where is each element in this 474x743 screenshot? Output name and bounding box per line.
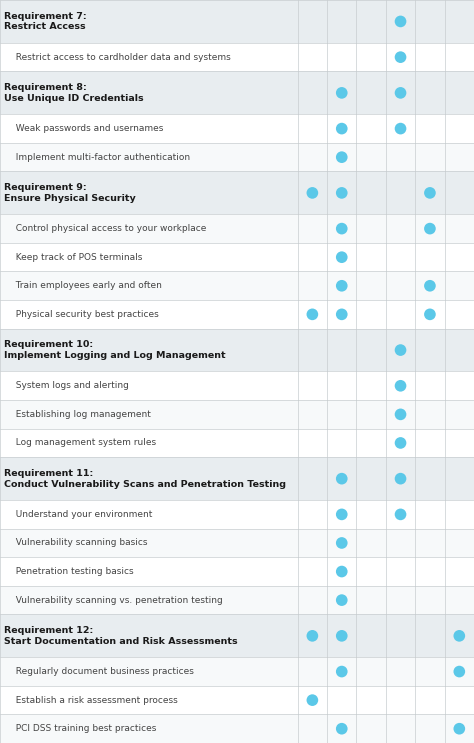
Ellipse shape: [336, 666, 347, 678]
Text: PCI DSS training best practices: PCI DSS training best practices: [10, 724, 157, 733]
Text: Physical security best practices: Physical security best practices: [10, 310, 159, 319]
Bar: [0, 429, 474, 457]
Ellipse shape: [336, 223, 347, 235]
Ellipse shape: [336, 508, 347, 520]
Text: Requirement 8:
Use Unique ID Credentials: Requirement 8: Use Unique ID Credentials: [4, 83, 144, 103]
Text: Keep track of POS terminals: Keep track of POS terminals: [10, 253, 143, 262]
Text: Requirement 11:
Conduct Vulnerability Scans and Penetration Testing: Requirement 11: Conduct Vulnerability Sc…: [4, 469, 286, 489]
Bar: [0, 243, 474, 271]
Bar: [0, 529, 474, 557]
Text: Control physical access to your workplace: Control physical access to your workplac…: [10, 224, 207, 233]
Bar: [0, 614, 474, 658]
Ellipse shape: [307, 308, 318, 320]
Ellipse shape: [336, 152, 347, 163]
Bar: [0, 715, 474, 743]
Ellipse shape: [395, 16, 406, 27]
Ellipse shape: [336, 87, 347, 99]
Ellipse shape: [336, 537, 347, 549]
Bar: [0, 557, 474, 585]
Bar: [0, 300, 474, 328]
Text: Weak passwords and usernames: Weak passwords and usernames: [10, 124, 164, 133]
Text: Implement multi-factor authentication: Implement multi-factor authentication: [10, 152, 191, 162]
Ellipse shape: [424, 280, 436, 291]
Bar: [0, 585, 474, 614]
Ellipse shape: [395, 87, 406, 99]
Ellipse shape: [336, 280, 347, 291]
Text: Train employees early and often: Train employees early and often: [10, 282, 162, 291]
Ellipse shape: [395, 508, 406, 520]
Bar: [0, 271, 474, 300]
Ellipse shape: [307, 694, 318, 706]
Ellipse shape: [395, 380, 406, 392]
Text: Requirement 9:
Ensure Physical Security: Requirement 9: Ensure Physical Security: [4, 183, 136, 203]
Ellipse shape: [336, 308, 347, 320]
Text: Establishing log management: Establishing log management: [10, 410, 151, 419]
Bar: [0, 500, 474, 529]
Bar: [0, 457, 474, 500]
Bar: [0, 658, 474, 686]
Ellipse shape: [454, 666, 465, 678]
Bar: [0, 71, 474, 114]
Ellipse shape: [336, 630, 347, 642]
Ellipse shape: [395, 344, 406, 356]
Text: Regularly document business practices: Regularly document business practices: [10, 667, 194, 676]
Ellipse shape: [395, 51, 406, 63]
Ellipse shape: [336, 565, 347, 577]
Text: Understand your environment: Understand your environment: [10, 510, 153, 519]
Bar: [0, 172, 474, 214]
Ellipse shape: [424, 187, 436, 198]
Text: Establish a risk assessment process: Establish a risk assessment process: [10, 695, 178, 704]
Ellipse shape: [454, 723, 465, 735]
Ellipse shape: [336, 723, 347, 735]
Bar: [0, 0, 474, 43]
Text: Restrict access to cardholder data and systems: Restrict access to cardholder data and s…: [10, 53, 231, 62]
Bar: [0, 114, 474, 143]
Text: Vulnerability scanning basics: Vulnerability scanning basics: [10, 539, 148, 548]
Ellipse shape: [336, 251, 347, 263]
Bar: [0, 400, 474, 429]
Bar: [0, 43, 474, 71]
Ellipse shape: [336, 123, 347, 134]
Ellipse shape: [307, 187, 318, 198]
Text: Requirement 7:
Restrict Access: Requirement 7: Restrict Access: [4, 12, 86, 31]
Ellipse shape: [395, 123, 406, 134]
Text: Requirement 12:
Start Documentation and Risk Assessments: Requirement 12: Start Documentation and …: [4, 626, 237, 646]
Bar: [0, 214, 474, 243]
Text: Requirement 10:
Implement Logging and Log Management: Requirement 10: Implement Logging and Lo…: [4, 340, 226, 360]
Ellipse shape: [336, 473, 347, 484]
Ellipse shape: [395, 437, 406, 449]
Bar: [0, 686, 474, 715]
Ellipse shape: [424, 223, 436, 235]
Ellipse shape: [336, 594, 347, 606]
Text: System logs and alerting: System logs and alerting: [10, 381, 129, 390]
Ellipse shape: [454, 630, 465, 642]
Ellipse shape: [336, 187, 347, 198]
Ellipse shape: [395, 409, 406, 421]
Text: Penetration testing basics: Penetration testing basics: [10, 567, 134, 576]
Bar: [0, 143, 474, 172]
Ellipse shape: [307, 630, 318, 642]
Text: Log management system rules: Log management system rules: [10, 438, 156, 447]
Ellipse shape: [424, 308, 436, 320]
Bar: [0, 328, 474, 372]
Bar: [0, 372, 474, 400]
Text: Vulnerability scanning vs. penetration testing: Vulnerability scanning vs. penetration t…: [10, 596, 223, 605]
Ellipse shape: [395, 473, 406, 484]
